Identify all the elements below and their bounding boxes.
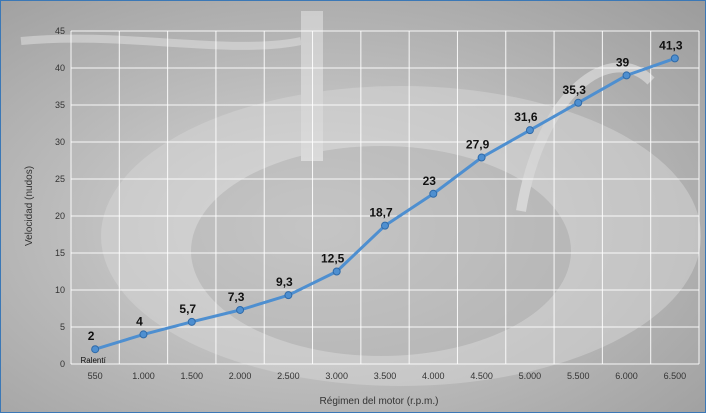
data-label: 5,7 [179, 302, 196, 316]
data-point [332, 267, 341, 276]
x-tick-label: 4.500 [470, 371, 493, 381]
x-tick-label: 3.000 [325, 371, 348, 381]
x-tick-label: 6.500 [664, 371, 687, 381]
data-point [187, 317, 196, 326]
y-tick-label: 25 [55, 174, 65, 184]
data-label: 12,5 [321, 252, 345, 266]
x-tick-label: 550 [88, 371, 103, 381]
x-tick-label: 2.500 [277, 371, 300, 381]
x-tick-label: 4.000 [422, 371, 445, 381]
data-point [284, 291, 293, 300]
y-tick-label: 0 [60, 359, 65, 369]
data-label: 35,3 [563, 83, 587, 97]
y-axis-title: Velocidad (nudos) [24, 166, 35, 246]
y-axis: 0 5 10 15 20 25 30 35 40 45 [55, 26, 65, 369]
y-tick-label: 40 [55, 63, 65, 73]
y-tick-label: 30 [55, 137, 65, 147]
x-tick-label: 2.000 [229, 371, 252, 381]
x-tick-label: 6.000 [615, 371, 638, 381]
x-tick-label: 5.000 [519, 371, 542, 381]
data-label: 41,3 [659, 38, 683, 52]
y-tick-label: 5 [60, 322, 65, 332]
grid [70, 30, 700, 365]
y-tick-label: 10 [55, 285, 65, 295]
data-point [574, 98, 583, 107]
idle-annotation: Ralentí [80, 356, 106, 365]
data-point [91, 345, 100, 354]
data-point [477, 153, 486, 162]
y-tick-label: 15 [55, 248, 65, 258]
data-label: 4 [136, 314, 143, 328]
data-point [670, 54, 679, 63]
y-tick-label: 35 [55, 100, 65, 110]
data-label: 31,6 [514, 110, 538, 124]
series-markers [91, 54, 679, 354]
data-point [381, 221, 389, 230]
data-point [622, 71, 631, 80]
background-photo [20, 11, 701, 386]
data-point [429, 189, 438, 198]
data-point [236, 305, 245, 314]
x-axis-title: Régimen del motor (r.p.m.) [320, 396, 439, 407]
data-label: 2 [88, 329, 95, 343]
x-tick-label: 3.500 [374, 371, 397, 381]
data-label: 23 [423, 174, 437, 188]
x-tick-label: 1.000 [132, 371, 155, 381]
data-point [139, 330, 148, 339]
data-point [525, 126, 534, 135]
x-tick-label: 5.500 [567, 371, 590, 381]
y-tick-label: 45 [55, 26, 65, 36]
y-tick-label: 20 [55, 211, 65, 221]
data-label: 9,3 [276, 275, 293, 289]
x-tick-label: 1.500 [181, 371, 204, 381]
x-axis: 550 1.000 1.500 2.000 2.500 3.000 3.500 4.000 4.… [88, 371, 686, 381]
data-label: 7,3 [228, 290, 245, 304]
data-label: 27,9 [466, 138, 490, 152]
data-label: 39 [616, 55, 630, 69]
data-labels: 2 4 5,7 7,3 9,3 12,5 18,7 23 27,9 31,6 35,3 39 41,3 [88, 38, 683, 343]
data-label: 18,7 [369, 206, 393, 220]
